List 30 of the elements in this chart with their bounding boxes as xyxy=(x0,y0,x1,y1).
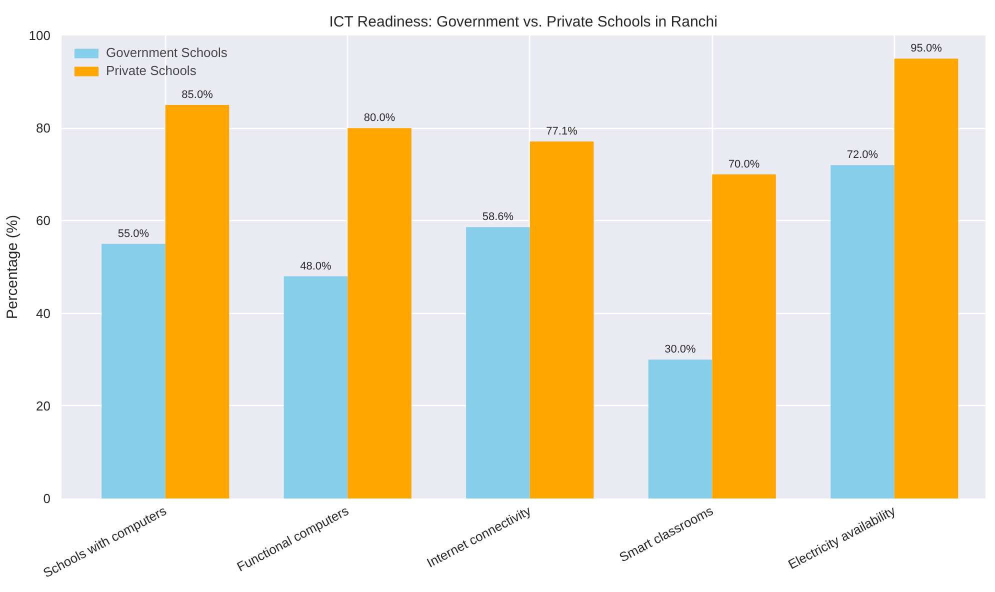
y-axis-title: Percentage (%) xyxy=(4,214,21,320)
data-label: 77.1% xyxy=(546,126,578,138)
bar xyxy=(894,58,958,498)
y-tick-label: 0 xyxy=(43,491,51,506)
bar xyxy=(830,165,894,498)
legend-label: Private Schools xyxy=(106,63,196,78)
bar xyxy=(284,276,348,498)
bar xyxy=(348,128,412,498)
bar xyxy=(712,174,776,498)
legend-label: Government Schools xyxy=(106,45,228,60)
data-label: 55.0% xyxy=(118,228,150,240)
data-label: 70.0% xyxy=(728,158,760,170)
data-label: 85.0% xyxy=(182,88,214,101)
data-label: 48.0% xyxy=(300,260,332,272)
y-tick-label: 40 xyxy=(36,306,51,321)
y-tick-label: 100 xyxy=(28,28,51,43)
data-label: 80.0% xyxy=(364,112,396,124)
data-label: 72.0% xyxy=(846,149,878,162)
y-tick-label: 20 xyxy=(36,398,51,414)
chart-title: ICT Readiness: Government vs. Private Schools in Ranchi xyxy=(329,14,718,30)
data-label: 30.0% xyxy=(664,344,696,356)
bar xyxy=(165,104,230,498)
bar xyxy=(648,360,712,498)
y-tick-label: 80 xyxy=(36,120,51,136)
data-label: 58.6% xyxy=(482,211,514,224)
y-tick-label: 60 xyxy=(36,213,51,228)
bar xyxy=(466,227,530,498)
bar xyxy=(102,244,166,498)
data-label: 95.0% xyxy=(910,42,942,55)
bar xyxy=(530,142,594,498)
